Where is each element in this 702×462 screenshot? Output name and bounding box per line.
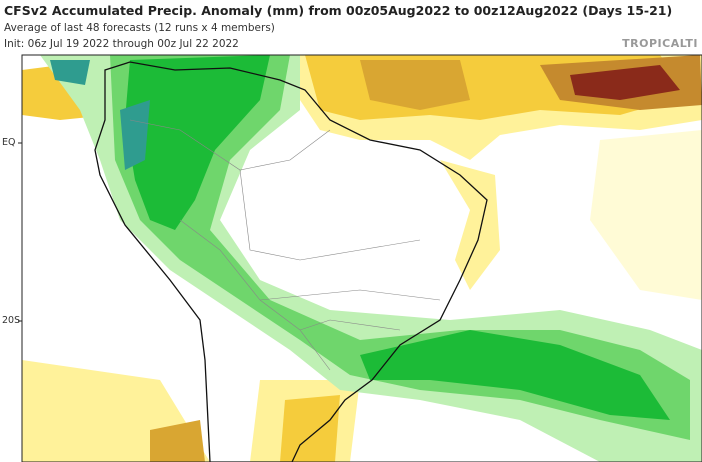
- lat-label: 20S: [2, 315, 21, 326]
- anomaly-field: [22, 55, 702, 462]
- borders: [129, 119, 441, 371]
- map-title: CFSv2 Accumulated Precip. Anomaly (mm) f…: [4, 3, 673, 18]
- subtitle: Average of last 48 forecasts (12 runs x …: [4, 22, 275, 34]
- coastline: [94, 61, 488, 462]
- map-frame: [21, 54, 702, 462]
- brand: TROPICALTI: [622, 37, 698, 50]
- init-line: Init: 06z Jul 19 2022 through 00z Jul 22…: [4, 38, 239, 50]
- lat-label: EQ: [2, 137, 16, 148]
